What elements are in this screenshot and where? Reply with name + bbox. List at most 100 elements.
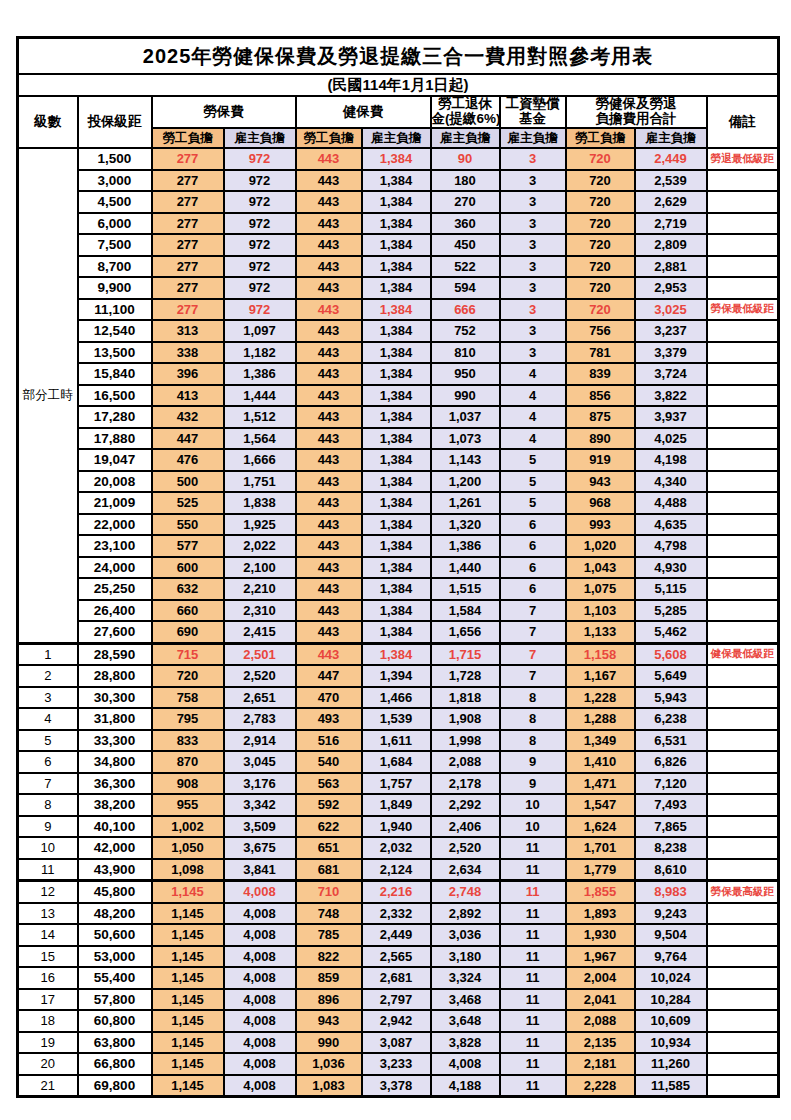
cell-total-employee: 993 (566, 514, 635, 536)
cell-remark (707, 1010, 779, 1032)
table-row: 24,0006002,1004431,3841,44061,0434,930 (18, 557, 779, 579)
cell-labor-ins-employer: 4,008 (224, 924, 296, 946)
table-row: 330,3007582,6514701,4661,81881,2285,943 (18, 687, 779, 709)
cell-health-ins-employee: 443 (296, 385, 362, 407)
cell-wage-fund-employer: 3 (500, 170, 566, 192)
cell-total-employer: 6,531 (635, 730, 707, 752)
cell-pension-employer: 990 (431, 385, 500, 407)
cell-wage-fund-employer: 8 (500, 708, 566, 730)
cell-health-ins-employer: 1,384 (362, 277, 431, 299)
cell-labor-ins-employer: 4,008 (224, 881, 296, 903)
cell-insured-bracket: 4,500 (78, 191, 152, 213)
cell-wage-fund-employer: 11 (500, 903, 566, 925)
cell-labor-ins-employee: 1,145 (152, 903, 224, 925)
premium-reference-table: 2025年勞健保保費及勞退提繳三合一費用對照參考用表 (民國114年1月1日起)… (16, 36, 780, 1098)
subheader-pension-employer: 雇主負擔 (431, 128, 500, 148)
cell-pension-employer: 1,728 (431, 665, 500, 687)
cell-insured-bracket: 43,900 (78, 859, 152, 881)
cell-insured-bracket: 69,800 (78, 1075, 152, 1097)
cell-labor-ins-employer: 2,022 (224, 535, 296, 557)
cell-health-ins-employer: 1,384 (362, 320, 431, 342)
cell-insured-bracket: 34,800 (78, 751, 152, 773)
cell-health-ins-employer: 1,384 (362, 213, 431, 235)
table-row: 6,0002779724431,38436037202,719 (18, 213, 779, 235)
cell-labor-ins-employee: 413 (152, 385, 224, 407)
cell-level: 7 (18, 773, 78, 795)
cell-total-employee: 1,228 (566, 687, 635, 709)
cell-insured-bracket: 23,100 (78, 535, 152, 557)
cell-total-employee: 1,893 (566, 903, 635, 925)
cell-wage-fund-employer: 11 (500, 881, 566, 903)
cell-health-ins-employee: 443 (296, 320, 362, 342)
cell-wage-fund-employer: 7 (500, 600, 566, 622)
cell-total-employee: 1,410 (566, 751, 635, 773)
cell-labor-ins-employer: 1,925 (224, 514, 296, 536)
cell-labor-ins-employer: 4,008 (224, 1075, 296, 1097)
cell-health-ins-employee: 443 (296, 406, 362, 428)
cell-total-employer: 5,943 (635, 687, 707, 709)
cell-pension-employer: 90 (431, 148, 500, 170)
cell-health-ins-employee: 493 (296, 708, 362, 730)
cell-wage-fund-employer: 5 (500, 449, 566, 471)
cell-total-employer: 8,238 (635, 837, 707, 859)
table-row: 3,0002779724431,38418037202,539 (18, 170, 779, 192)
cell-labor-ins-employee: 1,145 (152, 881, 224, 903)
cell-level: 6 (18, 751, 78, 773)
cell-labor-ins-employer: 1,386 (224, 363, 296, 385)
table-row: 9,9002779724431,38459437202,953 (18, 277, 779, 299)
cell-health-ins-employee: 447 (296, 665, 362, 687)
cell-health-ins-employee: 1,083 (296, 1075, 362, 1097)
cell-health-ins-employee: 443 (296, 256, 362, 278)
cell-labor-ins-employer: 1,512 (224, 406, 296, 428)
cell-health-ins-employee: 443 (296, 492, 362, 514)
cell-labor-ins-employee: 758 (152, 687, 224, 709)
cell-pension-employer: 2,088 (431, 751, 500, 773)
cell-wage-fund-employer: 11 (500, 946, 566, 968)
cell-health-ins-employer: 1,757 (362, 773, 431, 795)
cell-labor-ins-employer: 4,008 (224, 1053, 296, 1075)
cell-insured-bracket: 50,600 (78, 924, 152, 946)
cell-remark (707, 213, 779, 235)
cell-labor-ins-employee: 1,145 (152, 1032, 224, 1054)
cell-wage-fund-employer: 5 (500, 471, 566, 493)
cell-total-employer: 2,539 (635, 170, 707, 192)
header-labor-pension-line2: 金(提繳6%) (432, 112, 499, 127)
cell-insured-bracket: 36,300 (78, 773, 152, 795)
table-body: 部分工時1,5002779724431,3849037202,449勞退最低級距… (18, 148, 779, 1097)
cell-health-ins-employee: 651 (296, 837, 362, 859)
cell-total-employee: 1,930 (566, 924, 635, 946)
cell-wage-fund-employer: 5 (500, 492, 566, 514)
cell-pension-employer: 2,406 (431, 816, 500, 838)
cell-remark (707, 535, 779, 557)
cell-health-ins-employee: 443 (296, 299, 362, 321)
cell-health-ins-employee: 443 (296, 578, 362, 600)
cell-health-ins-employer: 1,384 (362, 557, 431, 579)
cell-pension-employer: 1,320 (431, 514, 500, 536)
cell-health-ins-employer: 1,539 (362, 708, 431, 730)
cell-labor-ins-employee: 632 (152, 578, 224, 600)
table-row: 27,6006902,4154431,3841,65671,1335,462 (18, 621, 779, 643)
cell-level: 3 (18, 687, 78, 709)
cell-health-ins-employer: 1,384 (362, 170, 431, 192)
cell-labor-ins-employer: 1,182 (224, 342, 296, 364)
cell-health-ins-employer: 2,332 (362, 903, 431, 925)
cell-remark (707, 903, 779, 925)
cell-wage-fund-employer: 6 (500, 557, 566, 579)
cell-labor-ins-employee: 1,145 (152, 1075, 224, 1097)
cell-health-ins-employer: 2,942 (362, 1010, 431, 1032)
table-row: 533,3008332,9145161,6111,99881,3496,531 (18, 730, 779, 752)
cell-remark (707, 837, 779, 859)
cell-level: 8 (18, 794, 78, 816)
cell-level: 17 (18, 989, 78, 1011)
cell-labor-ins-employee: 277 (152, 148, 224, 170)
cell-total-employer: 5,462 (635, 621, 707, 643)
cell-health-ins-employer: 1,384 (362, 342, 431, 364)
cell-total-employee: 1,471 (566, 773, 635, 795)
cell-pension-employer: 1,715 (431, 643, 500, 665)
cell-wage-fund-employer: 11 (500, 837, 566, 859)
cell-insured-bracket: 60,800 (78, 1010, 152, 1032)
cell-total-employee: 720 (566, 277, 635, 299)
cell-health-ins-employer: 1,384 (362, 449, 431, 471)
cell-total-employer: 4,635 (635, 514, 707, 536)
table-row: 1042,0001,0503,6756512,0322,520111,7018,… (18, 837, 779, 859)
